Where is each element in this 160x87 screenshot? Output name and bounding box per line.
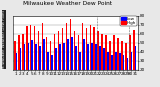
Bar bbox=[125, 43, 127, 87]
Bar bbox=[113, 35, 115, 87]
Bar bbox=[32, 40, 33, 87]
Bar bbox=[78, 35, 79, 87]
Bar bbox=[131, 52, 132, 87]
Bar bbox=[38, 31, 39, 87]
Bar bbox=[34, 26, 36, 87]
Bar bbox=[43, 39, 45, 87]
Bar bbox=[103, 48, 105, 87]
Bar bbox=[89, 25, 91, 87]
Bar bbox=[50, 41, 51, 87]
Bar bbox=[109, 41, 111, 87]
Text: Milwaukee Weather Dew Point: Milwaukee Weather Dew Point bbox=[23, 1, 112, 6]
Bar bbox=[70, 19, 71, 87]
Bar bbox=[58, 31, 59, 87]
Bar bbox=[66, 23, 67, 87]
Bar bbox=[14, 41, 16, 87]
Bar bbox=[54, 34, 55, 87]
Bar bbox=[95, 44, 97, 87]
Bar bbox=[101, 34, 103, 87]
Bar bbox=[62, 28, 63, 87]
Bar bbox=[105, 35, 107, 87]
Bar bbox=[107, 52, 109, 87]
Bar bbox=[39, 46, 41, 87]
Bar bbox=[123, 55, 124, 87]
Bar bbox=[55, 48, 57, 87]
Bar bbox=[93, 27, 95, 87]
Bar bbox=[129, 35, 131, 87]
Bar bbox=[115, 52, 116, 87]
Bar bbox=[42, 23, 43, 87]
Bar bbox=[121, 41, 123, 87]
Bar bbox=[67, 39, 69, 87]
Bar bbox=[87, 44, 89, 87]
Bar bbox=[47, 52, 49, 87]
Bar bbox=[97, 31, 99, 87]
Bar bbox=[26, 26, 28, 87]
Legend: Low, High: Low, High bbox=[120, 16, 137, 26]
Bar bbox=[74, 31, 75, 87]
Bar bbox=[127, 58, 128, 87]
Bar bbox=[99, 46, 101, 87]
Bar bbox=[82, 23, 83, 87]
Bar bbox=[111, 55, 113, 87]
Bar bbox=[75, 46, 77, 87]
Bar bbox=[24, 44, 25, 87]
Bar bbox=[59, 44, 61, 87]
Bar bbox=[135, 46, 136, 87]
Bar bbox=[117, 38, 119, 87]
Bar bbox=[79, 52, 81, 87]
Bar bbox=[86, 28, 87, 87]
Bar bbox=[51, 55, 53, 87]
Bar bbox=[71, 37, 73, 87]
Bar bbox=[46, 37, 47, 87]
Bar bbox=[16, 53, 17, 87]
Bar bbox=[30, 25, 32, 87]
Bar bbox=[63, 43, 65, 87]
Text: Milwaukee Weather Dew Point: Milwaukee Weather Dew Point bbox=[2, 10, 6, 69]
Bar bbox=[133, 30, 135, 87]
Bar bbox=[36, 44, 37, 87]
Bar bbox=[28, 43, 29, 87]
Bar bbox=[18, 35, 20, 87]
Bar bbox=[119, 53, 120, 87]
Bar bbox=[20, 48, 21, 87]
Bar bbox=[83, 39, 85, 87]
Bar bbox=[22, 34, 24, 87]
Bar bbox=[91, 43, 93, 87]
